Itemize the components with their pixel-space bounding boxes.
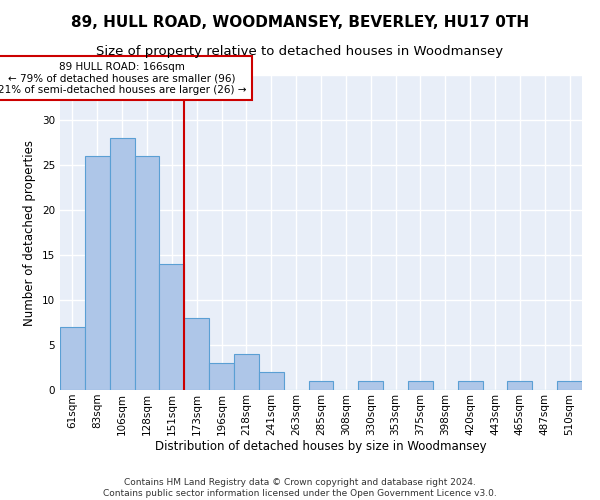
- Bar: [209, 363, 234, 390]
- Bar: [60, 327, 85, 390]
- Bar: [234, 354, 259, 390]
- X-axis label: Distribution of detached houses by size in Woodmansey: Distribution of detached houses by size …: [155, 440, 487, 454]
- Bar: [408, 381, 433, 390]
- Bar: [508, 381, 532, 390]
- Bar: [85, 156, 110, 390]
- Bar: [134, 156, 160, 390]
- Text: 89, HULL ROAD, WOODMANSEY, BEVERLEY, HU17 0TH: 89, HULL ROAD, WOODMANSEY, BEVERLEY, HU1…: [71, 15, 529, 30]
- Bar: [308, 381, 334, 390]
- Text: 89 HULL ROAD: 166sqm
← 79% of detached houses are smaller (96)
21% of semi-detac: 89 HULL ROAD: 166sqm ← 79% of detached h…: [0, 62, 247, 94]
- Text: Contains HM Land Registry data © Crown copyright and database right 2024.
Contai: Contains HM Land Registry data © Crown c…: [103, 478, 497, 498]
- Bar: [110, 138, 134, 390]
- Bar: [259, 372, 284, 390]
- Text: Size of property relative to detached houses in Woodmansey: Size of property relative to detached ho…: [97, 45, 503, 58]
- Bar: [184, 318, 209, 390]
- Bar: [160, 264, 184, 390]
- Y-axis label: Number of detached properties: Number of detached properties: [23, 140, 37, 326]
- Bar: [458, 381, 482, 390]
- Bar: [557, 381, 582, 390]
- Bar: [358, 381, 383, 390]
